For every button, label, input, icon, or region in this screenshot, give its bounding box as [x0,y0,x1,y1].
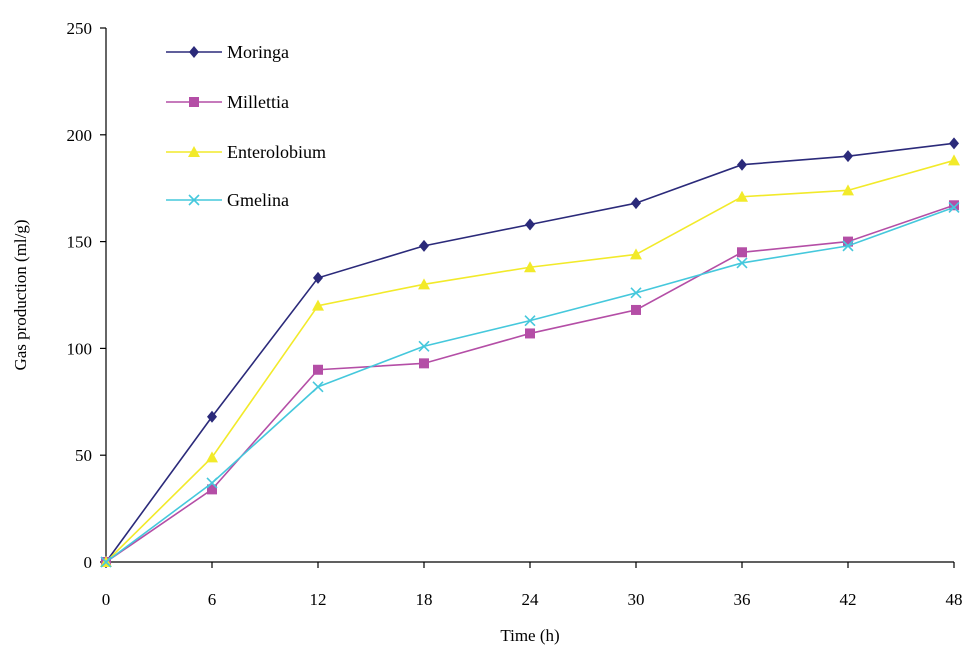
y-tick-label: 150 [67,233,93,252]
legend-label: Enterolobium [227,142,326,162]
legend-marker-gmelina-stroke [188,194,200,206]
legend-marker-moringa [189,46,199,58]
y-tick-label: 100 [67,339,93,358]
data-point-enterolobium [524,261,536,273]
legend-marker-enterolobium [188,146,200,157]
legend-item-millettia: Millettia [166,92,289,112]
x-tick-label: 0 [102,590,111,609]
data-point-gmelina-stroke [312,381,324,393]
x-tick-label: 6 [208,590,217,609]
data-point-gmelina-stroke [842,240,854,252]
data-point-gmelina-stroke [630,287,642,299]
data-point-gmelina [524,315,536,327]
data-point-enterolobium [418,278,430,290]
data-point-moringa [949,137,959,150]
data-point-gmelina [736,257,748,269]
x-tick-label: 36 [734,590,751,609]
y-ticks: 0 50 100 150 200 250 [67,19,106,572]
y-tick-label: 250 [67,19,93,38]
data-point-millettia [419,358,429,369]
legend-marker-gmelina [188,194,200,206]
x-tick-label: 18 [416,590,433,609]
y-tick-label: 0 [84,553,93,572]
data-point-moringa [419,239,429,252]
data-point-gmelina [312,381,324,393]
data-point-enterolobium [842,184,854,196]
data-point-moringa [525,218,535,231]
data-point-enterolobium [948,154,960,166]
data-point-gmelina [842,240,854,252]
legend-marker-millettia [189,97,199,107]
data-point-gmelina-stroke [524,315,536,327]
legend-label: Moringa [227,42,289,62]
x-ticks: 0 6 12 18 24 30 36 42 48 [102,562,963,609]
x-tick-label: 30 [628,590,645,609]
data-point-moringa [207,410,217,423]
data-point-enterolobium [312,299,324,311]
data-point-gmelina-stroke [206,477,218,489]
data-point-enterolobium [206,451,218,463]
legend-item-enterolobium: Enterolobium [166,142,326,162]
data-point-gmelina [100,556,112,568]
legend: Moringa Millettia Enterolobium Gmelina [166,42,326,210]
data-point-millettia [737,247,747,258]
data-point-moringa [843,150,853,163]
data-point-millettia [525,328,535,339]
data-point-millettia [949,200,959,211]
x-tick-label: 12 [310,590,327,609]
data-point-gmelina [206,477,218,489]
legend-label: Gmelina [227,190,289,210]
x-tick-label: 48 [946,590,963,609]
legend-item-moringa: Moringa [166,42,289,62]
series-line-gmelina [105,206,955,563]
data-point-millettia [631,304,641,315]
series-layer [100,137,960,568]
data-point-millettia [207,484,217,495]
x-tick-label: 42 [840,590,857,609]
x-axis-title: Time (h) [500,626,559,645]
x-tick-label: 24 [522,590,540,609]
y-tick-label: 50 [75,446,92,465]
legend-label: Millettia [227,92,289,112]
data-point-gmelina-stroke [948,201,960,213]
y-tick-label: 200 [67,126,93,145]
y-axis-title: Gas production (ml/g) [11,219,30,370]
series-gmelina [100,201,960,568]
data-point-moringa [313,271,323,284]
data-point-gmelina-stroke [100,556,112,568]
data-point-gmelina-stroke [736,257,748,269]
data-point-moringa [631,197,641,210]
series-moringa [101,137,959,568]
data-point-enterolobium [736,190,748,202]
data-point-gmelina [948,201,960,213]
data-point-gmelina-stroke [418,340,430,352]
data-point-millettia [843,236,853,247]
data-point-moringa [737,158,747,171]
data-point-enterolobium [630,248,642,260]
series-line-millettia [105,204,955,563]
series-enterolobium [100,154,960,567]
data-point-millettia [313,364,323,375]
series-millettia [101,200,959,567]
data-point-gmelina [630,287,642,299]
legend-item-gmelina: Gmelina [166,190,289,210]
data-point-gmelina [418,340,430,352]
